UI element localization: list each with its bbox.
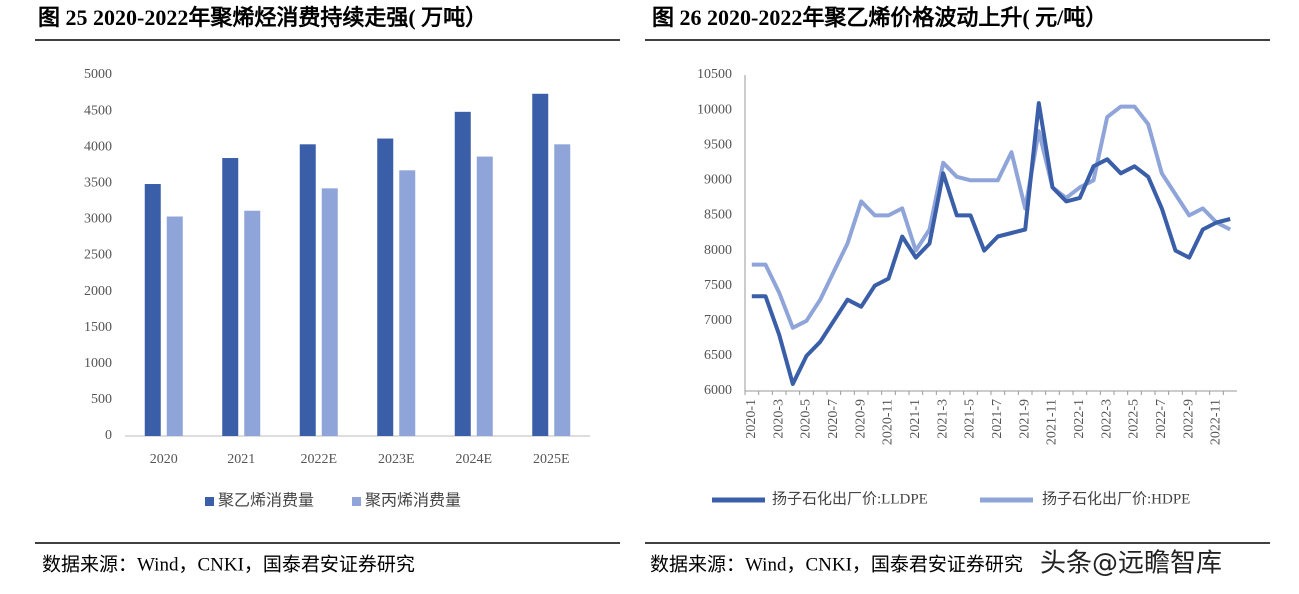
legend-label: 扬子石化出厂价:HDPE [1042,490,1190,507]
x-tick-label: 2021-7 [990,399,1005,439]
x-tick-label: 2022E [300,452,337,467]
y-tick-label: 9500 [704,137,732,152]
x-tick-label: 2021-9 [1017,399,1032,439]
bar [476,156,493,436]
x-tick-label: 2025E [533,452,570,467]
y-tick-label: 8500 [704,208,732,223]
chart-title: 图 25 2020-2022年聚烯烃消费持续走强( 万吨） [38,5,487,30]
y-tick-label: 7500 [704,278,732,293]
x-tick-label: 2022-11 [1209,399,1224,445]
bar [399,170,416,436]
line-series [751,104,1232,330]
legend-label: 聚乙烯消费量 [218,492,314,510]
x-tick-label: 2020-11 [881,399,896,445]
y-tick-label: 3000 [84,212,112,227]
bar [222,158,239,436]
y-tick-label: 6500 [704,348,732,363]
x-tick-label: 2022-9 [1181,399,1196,439]
x-tick-label: 2020-1 [744,399,759,439]
bar [554,144,571,436]
source-note: 数据来源：Wind，CNKI，国泰君安证券研究 [650,553,1023,575]
bar [166,216,183,436]
y-tick-label: 3500 [84,176,112,191]
x-tick-label: 2024E [455,452,492,467]
y-tick-label: 0 [105,428,112,443]
y-tick-label: 1500 [84,320,112,335]
x-tick-label: 2021-3 [935,399,950,439]
y-tick-label: 500 [91,392,112,407]
y-tick-label: 2500 [84,248,112,263]
x-tick-label: 2022-5 [1127,399,1142,439]
y-tick-label: 8000 [704,243,732,258]
y-tick-label: 4000 [84,139,112,154]
x-tick-label: 2020-5 [799,399,814,439]
y-tick-label: 9000 [704,173,732,188]
x-tick-label: 2023E [378,452,415,467]
x-tick-label: 2021 [227,452,255,467]
y-tick-label: 10500 [697,67,732,82]
bar [299,144,316,436]
y-tick-label: 5000 [84,67,112,82]
x-tick-label: 2022-3 [1099,399,1114,439]
x-tick-label: 2022-1 [1072,399,1087,439]
y-tick-label: 1000 [84,356,112,371]
y-tick-label: 6000 [704,383,732,398]
line-series [751,101,1231,386]
watermark: 头条@远瞻智库 [1040,549,1222,579]
legend-label: 聚丙烯消费量 [365,492,461,510]
x-tick-label: 2020-3 [771,399,786,439]
x-tick-label: 2020 [150,452,178,467]
x-tick-label: 2021-5 [963,399,978,439]
y-tick-label: 4500 [84,103,112,118]
x-tick-label: 2021-1 [908,399,923,439]
bar [377,138,394,436]
bar [321,188,338,436]
legend-label: 扬子石化出厂价:LLDPE [772,490,928,507]
x-tick-label: 2022-7 [1154,399,1169,439]
x-tick-label: 2020-7 [826,399,841,439]
legend-swatch [352,497,361,506]
bar [244,210,261,436]
source-note: 数据来源：Wind，CNKI，国泰君安证券研究 [42,553,415,575]
bar [144,184,161,436]
chart-title: 图 26 2020-2022年聚乙烯价格波动上升( 元/吨） [652,5,1107,30]
x-tick-label: 2021-11 [1045,399,1060,445]
y-tick-label: 7000 [704,313,732,328]
x-tick-label: 2020-9 [853,399,868,439]
bar [532,93,549,436]
y-tick-label: 2000 [84,284,112,299]
bar [454,111,471,437]
legend-swatch [205,497,214,506]
y-tick-label: 10000 [697,102,732,117]
